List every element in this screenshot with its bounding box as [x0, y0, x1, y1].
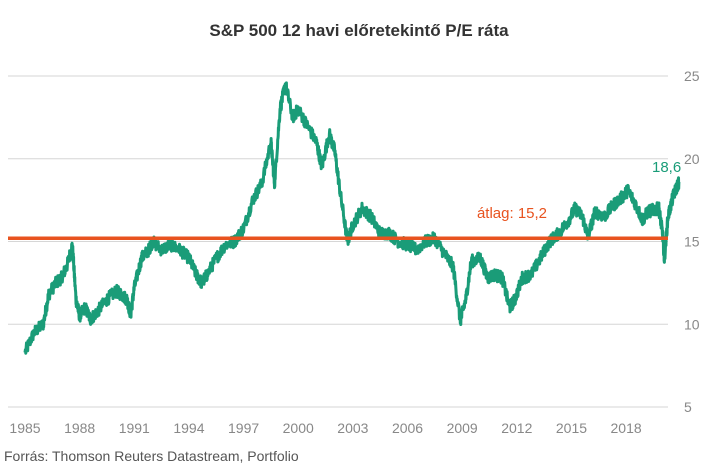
y-axis-ticks: 5 10 15 20 25 — [684, 68, 700, 415]
source-note: Forrás: Thomson Reuters Datastream, Port… — [4, 448, 299, 464]
x-tick-1988: 1988 — [64, 420, 95, 436]
series-group — [25, 83, 679, 353]
average-label: átlag: 15,2 — [477, 205, 547, 222]
pe-ratio-chart: S&P 500 12 havi előretekintő P/E ráta 5 1… — [0, 0, 718, 473]
x-tick-1997: 1997 — [228, 420, 259, 436]
x-tick-2012: 2012 — [501, 420, 532, 436]
x-tick-1985: 1985 — [9, 420, 40, 436]
x-tick-2015: 2015 — [556, 420, 587, 436]
grid-lines — [8, 76, 668, 407]
x-tick-1994: 1994 — [173, 420, 204, 436]
y-tick-15: 15 — [684, 234, 700, 250]
y-tick-25: 25 — [684, 68, 700, 84]
x-tick-1991: 1991 — [119, 420, 150, 436]
y-tick-5: 5 — [684, 399, 692, 415]
end-value-label: 18,6 — [652, 159, 681, 176]
series-line-0 — [25, 83, 679, 353]
y-tick-20: 20 — [684, 151, 700, 167]
x-tick-2018: 2018 — [611, 420, 642, 436]
chart-title: S&P 500 12 havi előretekintő P/E ráta — [209, 21, 509, 40]
x-tick-2000: 2000 — [283, 420, 314, 436]
x-tick-2006: 2006 — [392, 420, 423, 436]
y-tick-10: 10 — [684, 316, 700, 332]
x-tick-2009: 2009 — [447, 420, 478, 436]
x-tick-2003: 2003 — [337, 420, 368, 436]
x-axis-ticks: 1985 1988 1991 1994 1997 2000 2003 2006 2009 2012… — [9, 420, 641, 436]
